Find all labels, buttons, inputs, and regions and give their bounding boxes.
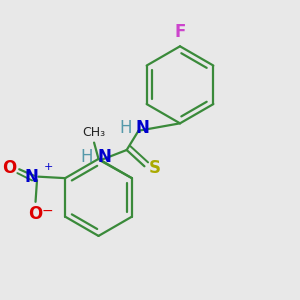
Text: −: − [41,204,53,218]
Text: N: N [24,168,38,186]
Text: +: + [44,162,53,172]
Text: S: S [149,159,161,177]
Text: N: N [136,119,149,137]
Text: O: O [2,159,16,177]
Text: F: F [174,23,186,41]
Text: O: O [28,205,43,223]
Text: CH₃: CH₃ [82,126,106,139]
Text: H: H [80,148,93,166]
Text: H: H [119,119,131,137]
Text: N: N [97,148,111,166]
